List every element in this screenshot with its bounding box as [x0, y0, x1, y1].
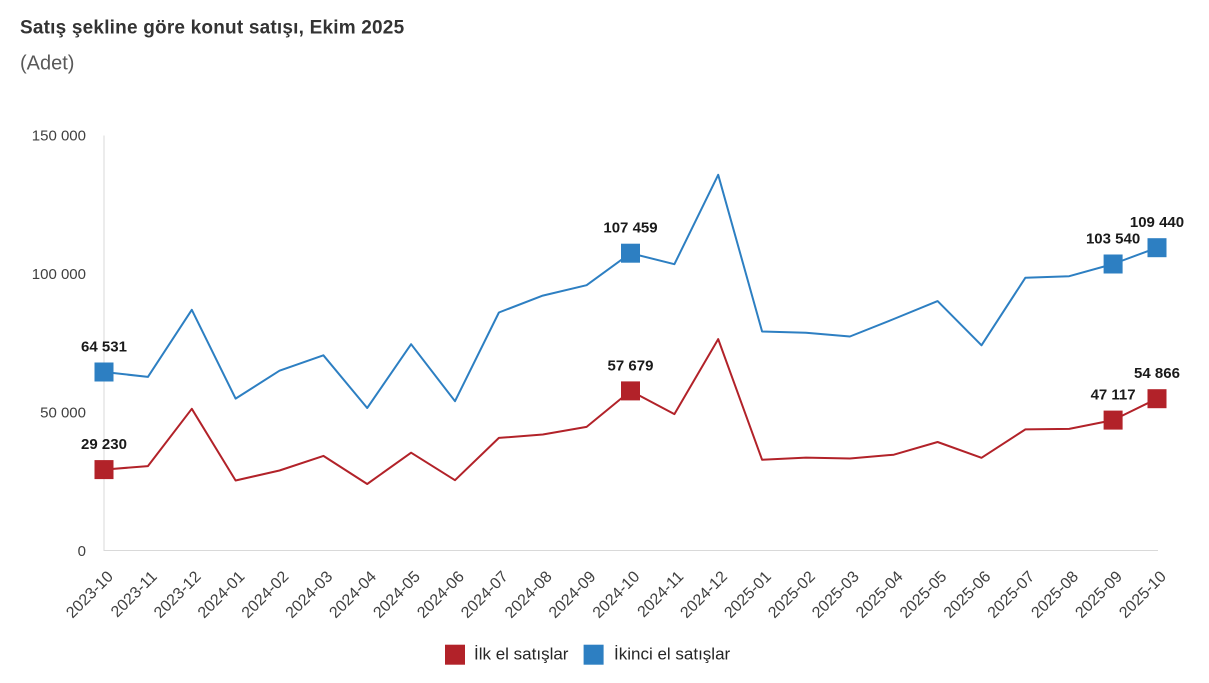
- svg-text:47 117: 47 117: [1091, 387, 1136, 404]
- svg-text:109 440: 109 440: [1130, 214, 1184, 231]
- svg-text:100 000: 100 000: [32, 266, 86, 283]
- svg-text:29 230: 29 230: [81, 436, 127, 453]
- svg-text:50 000: 50 000: [40, 405, 86, 422]
- svg-text:Satış şekline göre konut satış: Satış şekline göre konut satışı, Ekim 20…: [20, 18, 405, 39]
- svg-text:64 531: 64 531: [81, 338, 127, 355]
- svg-text:İlk el satışlar: İlk el satışlar: [474, 645, 569, 664]
- svg-text:107 459: 107 459: [603, 220, 657, 237]
- svg-text:57 679: 57 679: [608, 357, 654, 374]
- svg-text:İkinci el satışlar: İkinci el satışlar: [614, 645, 731, 664]
- svg-text:0: 0: [78, 543, 86, 560]
- svg-text:150 000: 150 000: [32, 127, 86, 144]
- svg-text:54 866: 54 866: [1134, 365, 1180, 382]
- svg-text:103 540: 103 540: [1086, 230, 1140, 247]
- svg-text:(Adet): (Adet): [20, 53, 74, 75]
